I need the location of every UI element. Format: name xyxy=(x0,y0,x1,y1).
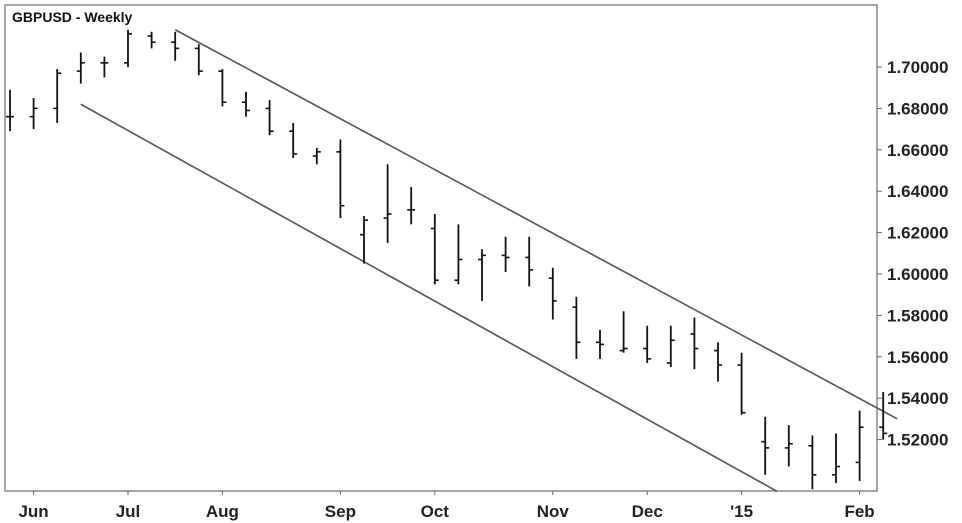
x-tick-label: Jul xyxy=(116,502,141,521)
ohlc-bar xyxy=(430,213,439,285)
ohlc-bar xyxy=(666,325,675,368)
ohlc-bar xyxy=(761,416,770,475)
ohlc-bar xyxy=(265,100,274,136)
ohlc-bar xyxy=(194,44,203,76)
ohlc-bar xyxy=(171,31,180,61)
y-tick-label: 1.68000 xyxy=(887,99,948,118)
ohlc-bar xyxy=(478,249,486,301)
ohlc-bar xyxy=(548,267,557,320)
ohlc-bar xyxy=(6,89,14,132)
ohlc-bar xyxy=(501,236,510,272)
ohlc-bar xyxy=(383,164,392,243)
y-tick-label: 1.66000 xyxy=(887,141,948,160)
ohlc-bar xyxy=(525,236,534,287)
y-tick-label: 1.62000 xyxy=(887,224,948,243)
x-tick-label: Jun xyxy=(18,502,48,521)
ohlc-bar xyxy=(312,147,321,165)
x-tick-label: Dec xyxy=(632,502,663,521)
x-axis: Jun Jul Aug Sep Oct Nov Dec '15 Feb xyxy=(18,491,875,521)
ohlc-bar xyxy=(784,425,793,467)
ohlc-bar xyxy=(690,317,699,370)
ohlc-bar xyxy=(29,98,38,130)
ohlc-bar xyxy=(336,139,345,219)
ohlc-bar xyxy=(147,31,156,49)
ohlc-bar xyxy=(619,311,628,353)
ohlc-bar xyxy=(855,410,864,481)
plot-frame xyxy=(4,4,878,492)
y-tick-label: 1.60000 xyxy=(887,265,948,284)
y-tick-label: 1.56000 xyxy=(887,348,948,367)
x-tick-label: Feb xyxy=(844,502,874,521)
ohlc-bar xyxy=(737,352,746,415)
x-tick-label: Oct xyxy=(421,502,450,521)
channel-line-upper xyxy=(174,29,898,420)
ohlc-bar xyxy=(714,342,722,382)
ohlc-bar xyxy=(572,296,581,359)
channel-line-lower xyxy=(80,103,778,493)
y-tick-label: 1.58000 xyxy=(887,306,948,325)
ohlc-bar xyxy=(218,69,227,107)
ohlc-bar xyxy=(596,329,604,359)
x-tick-label: '15 xyxy=(730,502,753,521)
x-tick-label: Aug xyxy=(206,502,239,521)
y-axis: 1.70000 1.68000 1.66000 1.64000 1.62000 1.600… xyxy=(877,58,948,450)
y-tick-label: 1.64000 xyxy=(887,182,948,201)
ohlc-bar xyxy=(76,52,85,84)
ohlc-bar xyxy=(454,224,463,285)
ohlc-bars xyxy=(6,29,888,490)
y-tick-label: 1.54000 xyxy=(887,389,948,408)
chart-title: GBPUSD - Weekly xyxy=(12,9,133,25)
ohlc-bar xyxy=(879,391,888,440)
y-tick-label: 1.52000 xyxy=(887,431,948,450)
x-tick-label: Sep xyxy=(325,502,356,521)
channel-lines xyxy=(80,29,898,493)
ohlc-bar xyxy=(124,29,132,67)
ohlc-bar xyxy=(242,91,250,117)
y-tick-label: 1.70000 xyxy=(887,58,948,77)
ohlc-bar xyxy=(100,56,109,78)
ohlc-bar xyxy=(832,433,840,484)
ohlc-bar xyxy=(808,435,817,490)
ohlc-bar xyxy=(407,187,416,225)
ohlc-bar xyxy=(53,69,62,123)
ohlc-bar xyxy=(289,122,298,159)
ohlc-bar xyxy=(643,325,652,364)
ohlc-bar xyxy=(360,216,368,264)
x-tick-label: Nov xyxy=(537,502,570,521)
